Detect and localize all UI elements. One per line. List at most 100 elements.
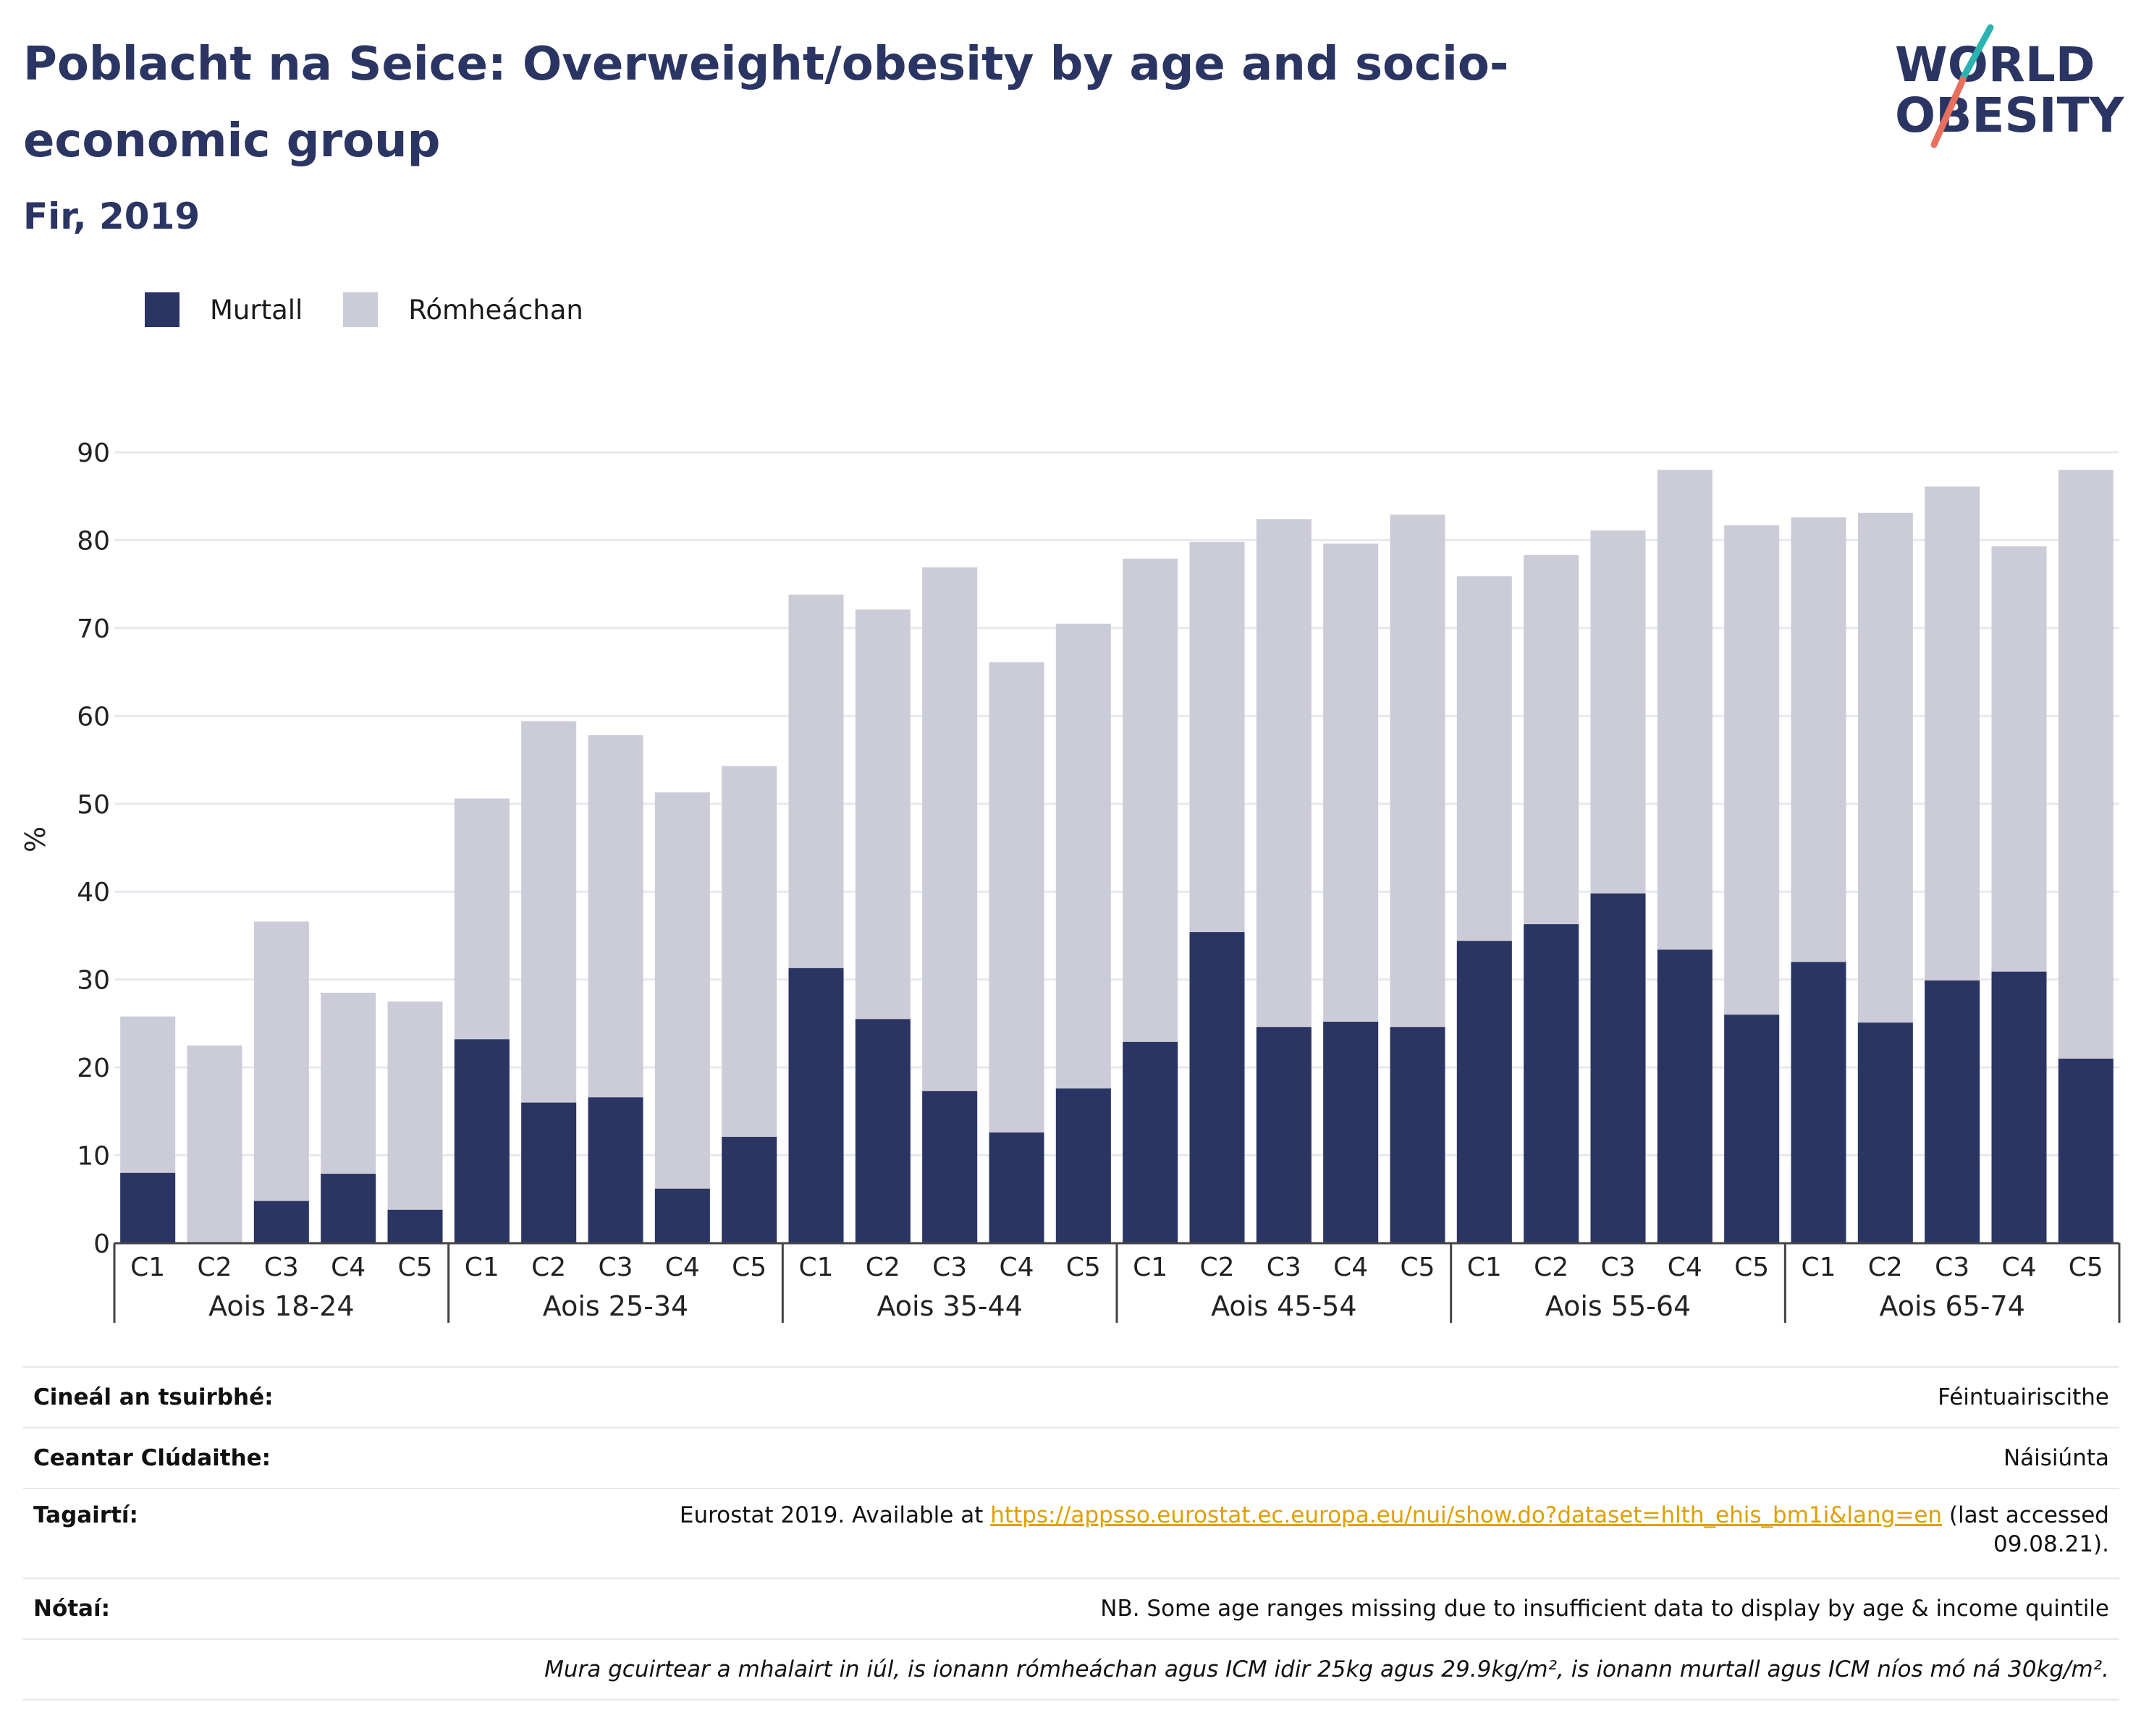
bar-overweight-aois-25-34-c4[interactable]: [654, 792, 710, 1243]
coverage-row: Ceantar Clúdaithe: Náisiúnta: [23, 1428, 2119, 1489]
notes-row: Nótaí: NB. Some age ranges missing due t…: [23, 1578, 2119, 1639]
x-group-label: Aois 65-74: [1879, 1290, 2024, 1322]
stacked-bar-chart: 0 10 20 30 40 50 60 70 80 90 % C1 C2 C3 C4 C5 C1 C2 C3 C4…: [20, 439, 2121, 1323]
definition-row: Mura gcuirtear a mhalairt in iúl, is ion…: [23, 1639, 2119, 1700]
bar-obese-aois-45-54-c2[interactable]: [1189, 932, 1245, 1243]
x-tick-label: C1: [798, 1253, 833, 1282]
y-tick-label: 10: [77, 1142, 110, 1172]
x-tick-label: C3: [1600, 1253, 1635, 1282]
x-tick-label: C4: [665, 1253, 700, 1282]
world-obesity-logo: WORLD OBESITY: [1895, 24, 2125, 148]
x-group-label: Aois 55-64: [1545, 1290, 1691, 1322]
x-tick-label: C4: [331, 1253, 366, 1282]
y-tick-label: 90: [77, 439, 110, 468]
bar-obese-aois-35-44-c2[interactable]: [855, 1019, 911, 1243]
bar-obese-aois-55-64-c5[interactable]: [1724, 1015, 1780, 1243]
x-tick-label: C2: [1534, 1253, 1568, 1282]
x-tick-label: C5: [2069, 1253, 2103, 1282]
bar-obese-aois-45-54-c3[interactable]: [1256, 1027, 1312, 1243]
coverage-label: Ceantar Clúdaithe:: [33, 1445, 271, 1471]
x-tick-label: C1: [1801, 1253, 1836, 1282]
bar-obese-aois-35-44-c4[interactable]: [989, 1132, 1044, 1243]
legend-item-obese[interactable]: Murtall: [145, 292, 303, 327]
y-tick-label: 80: [77, 526, 110, 556]
x-tick-label: C3: [932, 1253, 967, 1282]
x-group-label: Aois 45-54: [1211, 1290, 1356, 1322]
x-tick-label: C2: [1868, 1253, 1903, 1282]
bar-obese-aois-25-34-c3[interactable]: [588, 1097, 643, 1243]
logo-text-line1: WORLD: [1895, 37, 2095, 93]
bars: [120, 470, 2113, 1244]
bar-obese-aois-45-54-c4[interactable]: [1323, 1021, 1379, 1243]
references-value: Eurostat 2019. Available at https://apps…: [342, 1489, 2119, 1578]
coverage-value: Náisiúnta: [2003, 1445, 2109, 1471]
y-tick-label: 40: [77, 878, 110, 907]
bar-obese-aois-18-24-c4[interactable]: [321, 1174, 376, 1243]
bar-obese-aois-18-24-c1[interactable]: [120, 1172, 176, 1243]
references-label: Tagairtí:: [33, 1502, 138, 1528]
legend-swatch-obese: [145, 292, 180, 327]
y-axis-ticks: 0 10 20 30 40 50 60 70 80 90: [77, 439, 110, 1259]
notes-label: Nótaí:: [33, 1596, 111, 1622]
x-tick-label: C5: [397, 1253, 432, 1282]
x-tick-label: C2: [197, 1253, 232, 1282]
bar-obese-aois-25-34-c2[interactable]: [521, 1102, 577, 1243]
x-tick-label: C5: [732, 1253, 767, 1282]
x-group-label: Aois 35-44: [877, 1290, 1022, 1322]
references-date: 09.08.21).: [1993, 1531, 2109, 1557]
bar-obese-aois-18-24-c3[interactable]: [253, 1201, 309, 1243]
metadata-table: Cineál an tsuirbhé: Féintuairiscithe Cea…: [23, 1366, 2119, 1701]
chart-title: Poblacht na Seice: Overweight/obesity by…: [23, 38, 1509, 168]
y-axis-label: %: [20, 826, 51, 852]
bar-overweight-aois-18-24-c5[interactable]: [387, 1002, 443, 1243]
bar-obese-aois-55-64-c2[interactable]: [1524, 924, 1579, 1243]
eurostat-link[interactable]: https://appsso.eurostat.ec.europa.eu/nui…: [990, 1502, 1943, 1528]
bar-obese-aois-35-44-c1[interactable]: [788, 967, 844, 1243]
references-prefix: Eurostat 2019. Available at: [679, 1502, 991, 1528]
y-tick-label: 70: [77, 614, 110, 644]
x-tick-label: C5: [1400, 1253, 1435, 1282]
x-tick-label: C4: [1333, 1253, 1368, 1282]
bar-obese-aois-65-74-c4[interactable]: [1991, 971, 2047, 1243]
x-tick-label: C2: [866, 1253, 900, 1282]
bar-obese-aois-65-74-c5[interactable]: [2058, 1058, 2113, 1243]
legend-label-overweight: Rómheáchan: [408, 294, 583, 326]
notes-value: NB. Some age ranges missing due to insuf…: [1100, 1596, 2109, 1622]
definition-text: Mura gcuirtear a mhalairt in iúl, is ion…: [544, 1656, 2109, 1682]
bar-obese-aois-25-34-c5[interactable]: [722, 1137, 777, 1243]
x-tick-label: C2: [1199, 1253, 1234, 1282]
bar-obese-aois-55-64-c3[interactable]: [1590, 893, 1646, 1243]
bar-obese-aois-65-74-c1[interactable]: [1791, 962, 1846, 1243]
bar-obese-aois-45-54-c1[interactable]: [1123, 1041, 1178, 1243]
x-tick-label: C3: [264, 1253, 299, 1282]
bar-overweight-aois-18-24-c3[interactable]: [253, 921, 309, 1243]
bar-obese-aois-55-64-c1[interactable]: [1456, 941, 1512, 1243]
references-row: Tagairtí: Eurostat 2019. Available at ht…: [23, 1489, 2119, 1578]
bar-obese-aois-25-34-c1[interactable]: [454, 1039, 510, 1243]
bar-obese-aois-35-44-c3[interactable]: [922, 1091, 978, 1243]
survey-type-row: Cineál an tsuirbhé: Féintuairiscithe: [23, 1367, 2119, 1428]
x-tick-label: C4: [999, 1253, 1034, 1282]
survey-type-value: Féintuairiscithe: [1938, 1384, 2109, 1410]
y-tick-label: 50: [77, 790, 110, 820]
bar-obese-aois-65-74-c2[interactable]: [1857, 1022, 1913, 1243]
bar-obese-aois-55-64-c4[interactable]: [1657, 949, 1713, 1243]
bar-obese-aois-45-54-c5[interactable]: [1390, 1027, 1445, 1243]
bar-obese-aois-25-34-c4[interactable]: [654, 1188, 710, 1243]
x-tick-label: C1: [465, 1253, 499, 1282]
references-suffix: (last accessed: [1942, 1502, 2109, 1528]
x-group-label: Aois 25-34: [543, 1290, 688, 1322]
bar-overweight-aois-18-24-c2[interactable]: [187, 1045, 242, 1243]
x-tick-label: C4: [1668, 1253, 1702, 1282]
x-tick-label: C4: [2001, 1253, 2036, 1282]
bar-obese-aois-35-44-c5[interactable]: [1055, 1088, 1111, 1243]
logo-slash-teal: [1959, 24, 1994, 82]
bar-obese-aois-65-74-c3[interactable]: [1925, 980, 1980, 1243]
bar-obese-aois-18-24-c5[interactable]: [387, 1209, 443, 1243]
x-tick-label: C5: [1066, 1253, 1101, 1282]
x-tick-label: C1: [1133, 1253, 1167, 1282]
y-tick-label: 20: [77, 1054, 110, 1083]
x-tick-label: C3: [1267, 1253, 1301, 1282]
legend-swatch-overweight: [343, 292, 379, 327]
legend-item-overweight[interactable]: Rómheáchan: [343, 292, 583, 327]
